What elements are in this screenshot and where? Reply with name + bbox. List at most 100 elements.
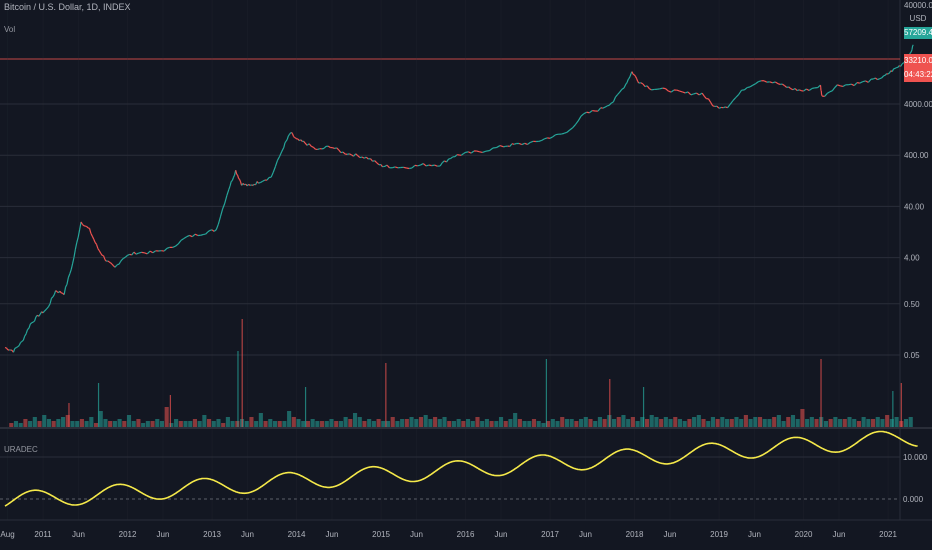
- volume-bar: [720, 417, 725, 427]
- price-segment: [894, 67, 897, 70]
- price-segment: [891, 68, 895, 72]
- price-segment: [266, 177, 270, 181]
- price-segment: [518, 142, 523, 146]
- price-segment: [696, 92, 700, 96]
- price-segment: [851, 83, 855, 87]
- top-tick-label: 40000.00: [904, 1, 932, 10]
- price-segment: [444, 160, 447, 163]
- price-segment: [163, 247, 168, 252]
- volume-spike: [241, 319, 243, 427]
- price-segment: [191, 233, 196, 238]
- price-segment: [152, 250, 157, 254]
- volume-bar: [786, 417, 791, 427]
- price-segment: [232, 174, 236, 178]
- volume-bar: [541, 423, 546, 427]
- price-segment: [304, 142, 308, 146]
- price-segment: [294, 136, 296, 139]
- volume-spike: [97, 383, 100, 427]
- price-segment: [574, 120, 579, 126]
- price-segment: [888, 70, 892, 74]
- price-segment: [394, 166, 399, 169]
- price-segment: [693, 92, 697, 95]
- price-segment: [365, 156, 369, 160]
- price-segment: [144, 252, 148, 255]
- volume-bar: [875, 417, 880, 427]
- volume-bar: [795, 419, 800, 427]
- price-segment: [281, 147, 285, 152]
- price-segment: [386, 164, 389, 167]
- volume-spike: [820, 359, 822, 427]
- price-segment: [42, 310, 45, 314]
- price-segment: [127, 253, 130, 256]
- volume-bar: [776, 415, 781, 427]
- price-segment: [133, 251, 137, 255]
- price-segment: [317, 148, 320, 151]
- price-segment: [911, 45, 914, 50]
- volume-bar: [164, 407, 169, 427]
- price-segment: [782, 83, 785, 87]
- volume-bar: [659, 419, 664, 427]
- volume-bar: [885, 415, 890, 427]
- price-segment: [115, 263, 119, 267]
- time-tick-label: Jun: [157, 530, 170, 539]
- price-segment: [572, 124, 576, 129]
- price-segment: [29, 322, 33, 325]
- volume-bar: [112, 421, 117, 427]
- price-segment: [723, 106, 726, 109]
- price-segment: [380, 164, 383, 168]
- price-segment: [460, 153, 464, 156]
- volume-bar: [842, 419, 847, 427]
- volume-bar: [37, 421, 42, 427]
- price-segment: [177, 239, 182, 245]
- price-segment: [758, 80, 762, 83]
- price-segment: [284, 140, 287, 144]
- volume-bar: [805, 419, 810, 427]
- price-segment: [743, 87, 748, 91]
- volume-bar: [46, 419, 52, 427]
- price-segment: [659, 87, 663, 90]
- volume-bar: [517, 419, 522, 427]
- volume-bar: [89, 417, 94, 427]
- volume-bar: [663, 417, 668, 427]
- price-segment: [122, 256, 126, 259]
- volume-bar: [861, 417, 866, 427]
- price-segment: [332, 147, 335, 149]
- volume-bar: [489, 421, 494, 427]
- price-tick-label: 4000.00: [904, 100, 932, 109]
- volume-bar: [390, 417, 395, 427]
- price-segment: [687, 91, 692, 96]
- price-segment: [606, 104, 610, 107]
- price-segment: [31, 321, 34, 324]
- volume-bar: [51, 421, 56, 427]
- price-tick-label: 0.05: [904, 351, 920, 360]
- volume-bar: [32, 417, 37, 427]
- price-segment: [73, 249, 77, 258]
- price-segment: [544, 137, 548, 140]
- price-segment: [369, 158, 374, 162]
- volume-bar: [249, 417, 254, 427]
- price-segment: [867, 78, 872, 83]
- price-segment: [228, 185, 231, 190]
- price-segment: [103, 255, 106, 260]
- price-segment: [712, 105, 715, 107]
- volume-bar: [409, 417, 414, 427]
- price-segment: [311, 145, 314, 148]
- price-segment: [80, 221, 83, 225]
- price-segment: [910, 49, 913, 52]
- price-segment: [194, 233, 199, 237]
- volume-bar: [748, 419, 753, 427]
- price-segment: [129, 253, 132, 256]
- volume-bar: [692, 417, 697, 427]
- volume-bar: [141, 423, 146, 427]
- volume-bar: [277, 421, 282, 427]
- price-segment: [513, 142, 517, 145]
- price-segment: [24, 333, 27, 337]
- price-segment: [561, 132, 565, 135]
- time-tick-label: Aug: [0, 530, 14, 539]
- volume-bar: [70, 421, 75, 427]
- volume-bar: [484, 419, 489, 427]
- volume-spike: [68, 403, 70, 427]
- time-tick-label: Jun: [495, 530, 508, 539]
- volume-bar: [192, 419, 197, 427]
